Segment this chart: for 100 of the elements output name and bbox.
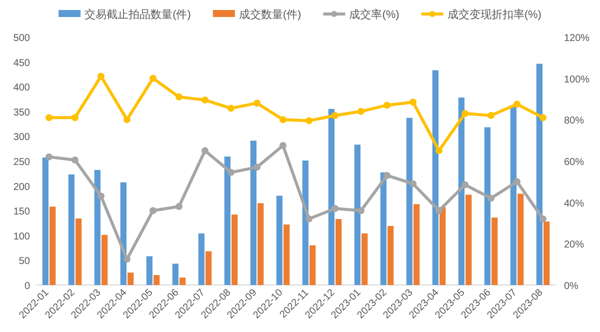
point <box>514 100 520 108</box>
bar <box>458 98 464 285</box>
bar <box>154 275 160 285</box>
y2-tick-label: 0% <box>564 281 579 292</box>
point <box>228 104 234 112</box>
bar <box>50 206 56 285</box>
y-tick-label: 0 <box>24 281 30 292</box>
point <box>98 72 104 80</box>
point <box>514 178 520 186</box>
bar <box>42 158 48 285</box>
bar <box>172 264 178 285</box>
point <box>384 102 390 109</box>
point <box>150 74 156 82</box>
point <box>488 194 494 202</box>
bar <box>224 156 230 285</box>
bar <box>180 278 186 285</box>
point <box>306 117 312 124</box>
bar <box>432 70 438 285</box>
point <box>280 142 286 149</box>
point <box>46 153 52 160</box>
legend-label: 成交变现折扣率(%) <box>447 8 542 21</box>
y2-tick-label: 40% <box>564 198 584 210</box>
bar <box>406 118 412 285</box>
point <box>358 108 364 115</box>
y-tick-label: 50 <box>18 256 30 268</box>
bar <box>94 170 100 285</box>
bar <box>276 196 282 285</box>
bar <box>484 127 490 285</box>
legend-label: 成交数量(件) <box>238 8 302 21</box>
point <box>72 114 78 122</box>
point <box>384 172 390 179</box>
bar <box>336 219 342 285</box>
y2-tick-label: 100% <box>564 74 590 86</box>
point <box>228 168 234 176</box>
bar <box>310 245 316 285</box>
point <box>410 180 416 188</box>
point <box>202 96 208 104</box>
y-tick-label: 200 <box>13 182 30 193</box>
bar <box>146 256 152 285</box>
legend-label: 成交率(%) <box>349 8 400 21</box>
bar <box>258 203 264 285</box>
point <box>124 256 130 263</box>
point <box>410 98 416 106</box>
point <box>462 181 468 188</box>
bar <box>414 204 420 285</box>
bar <box>76 218 82 285</box>
y-tick-label: 300 <box>13 132 30 144</box>
legend-label: 交易截止拍品数量(件) <box>84 8 191 21</box>
point <box>254 100 260 107</box>
bar <box>388 226 394 285</box>
point <box>332 112 338 120</box>
point <box>202 147 208 154</box>
point <box>280 116 286 124</box>
bar <box>466 194 472 285</box>
bar <box>440 207 446 285</box>
bar <box>518 194 524 285</box>
point <box>540 114 546 122</box>
bar <box>232 214 238 285</box>
point <box>462 110 468 117</box>
point <box>488 112 494 120</box>
bar <box>250 140 256 285</box>
bar <box>68 174 74 285</box>
point <box>436 207 442 214</box>
point <box>150 207 156 214</box>
bar <box>284 224 290 285</box>
y-tick-label: 450 <box>13 58 30 69</box>
bar <box>510 105 516 285</box>
point <box>254 164 260 171</box>
bar <box>544 222 550 285</box>
y2-tick-label: 80% <box>564 116 584 127</box>
y2-tick-label: 60% <box>564 157 584 168</box>
point <box>358 207 364 214</box>
point <box>72 156 78 164</box>
point <box>306 215 312 222</box>
point <box>46 114 52 122</box>
bar <box>354 144 360 285</box>
point <box>540 215 546 222</box>
point <box>98 192 104 200</box>
bar <box>492 218 498 285</box>
y-tick-label: 400 <box>13 82 30 94</box>
point <box>176 93 182 100</box>
y-tick-label: 150 <box>13 206 30 218</box>
point <box>176 202 182 210</box>
y-tick-label: 350 <box>13 107 30 118</box>
point <box>332 205 338 212</box>
y2-tick-label: 20% <box>564 240 584 251</box>
bar <box>102 234 108 285</box>
bar <box>328 108 334 285</box>
point <box>124 116 130 124</box>
y-tick-label: 500 <box>13 33 30 44</box>
bar <box>536 64 542 285</box>
y2-tick-label: 120% <box>564 33 590 44</box>
bar <box>380 172 386 285</box>
bar <box>362 233 368 285</box>
bar <box>128 272 134 285</box>
bar <box>206 251 212 285</box>
bar <box>198 233 204 285</box>
y-tick-label: 250 <box>13 157 30 168</box>
y-tick-label: 100 <box>13 231 30 242</box>
point <box>436 147 442 154</box>
